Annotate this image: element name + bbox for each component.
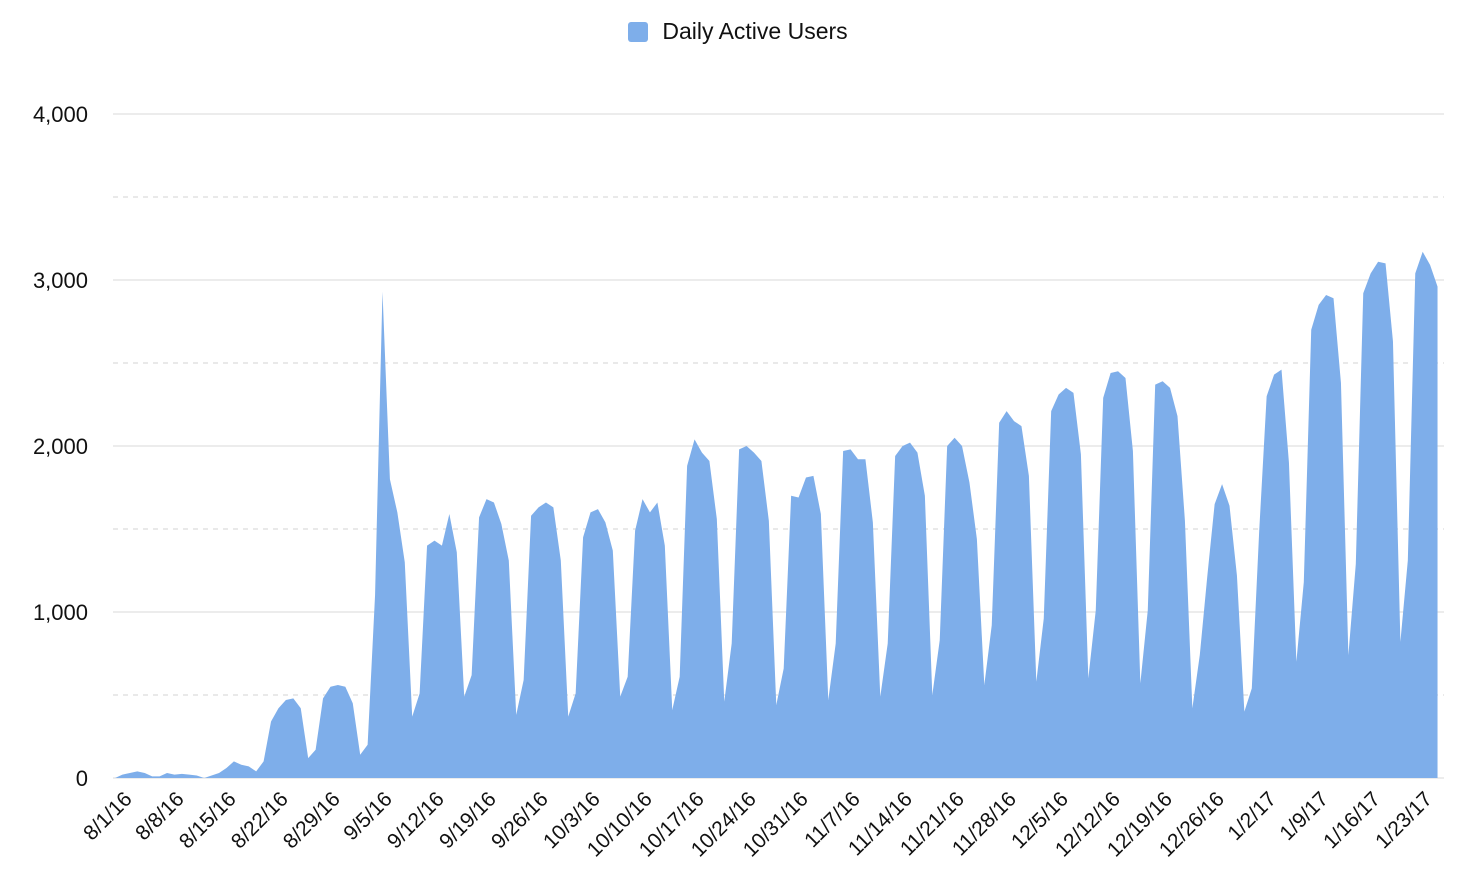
x-tick-label: 1/23/17: [1371, 787, 1437, 853]
x-tick-label: 9/12/16: [383, 787, 449, 853]
y-tick-label: 4,000: [33, 102, 88, 127]
x-axis: 8/1/168/8/168/15/168/22/168/29/169/5/169…: [79, 787, 1437, 861]
legend-label: Daily Active Users: [662, 18, 848, 44]
legend: Daily Active Users: [0, 18, 1476, 45]
y-tick-label: 1,000: [33, 600, 88, 625]
x-tick-label: 9/19/16: [435, 787, 501, 853]
y-axis: 0 1,000 2,000 3,000 4,000: [33, 102, 88, 791]
x-tick-label: 8/22/16: [227, 787, 293, 853]
x-tick-label: 9/26/16: [487, 787, 553, 853]
series-area-daily-active-users: [115, 251, 1438, 778]
x-tick-label: 1/16/17: [1319, 787, 1385, 853]
y-tick-label: 0: [76, 766, 88, 791]
grid-lines: [113, 113, 1444, 779]
y-tick-label: 2,000: [33, 434, 88, 459]
x-tick-label: 1/2/17: [1223, 787, 1281, 845]
legend-swatch: [628, 22, 649, 42]
series-area: [115, 251, 1438, 778]
x-tick-label: 8/15/16: [175, 787, 241, 853]
x-tick-label: 8/1/16: [79, 787, 137, 845]
y-tick-label: 3,000: [33, 268, 88, 293]
x-tick-label: 8/29/16: [279, 787, 345, 853]
